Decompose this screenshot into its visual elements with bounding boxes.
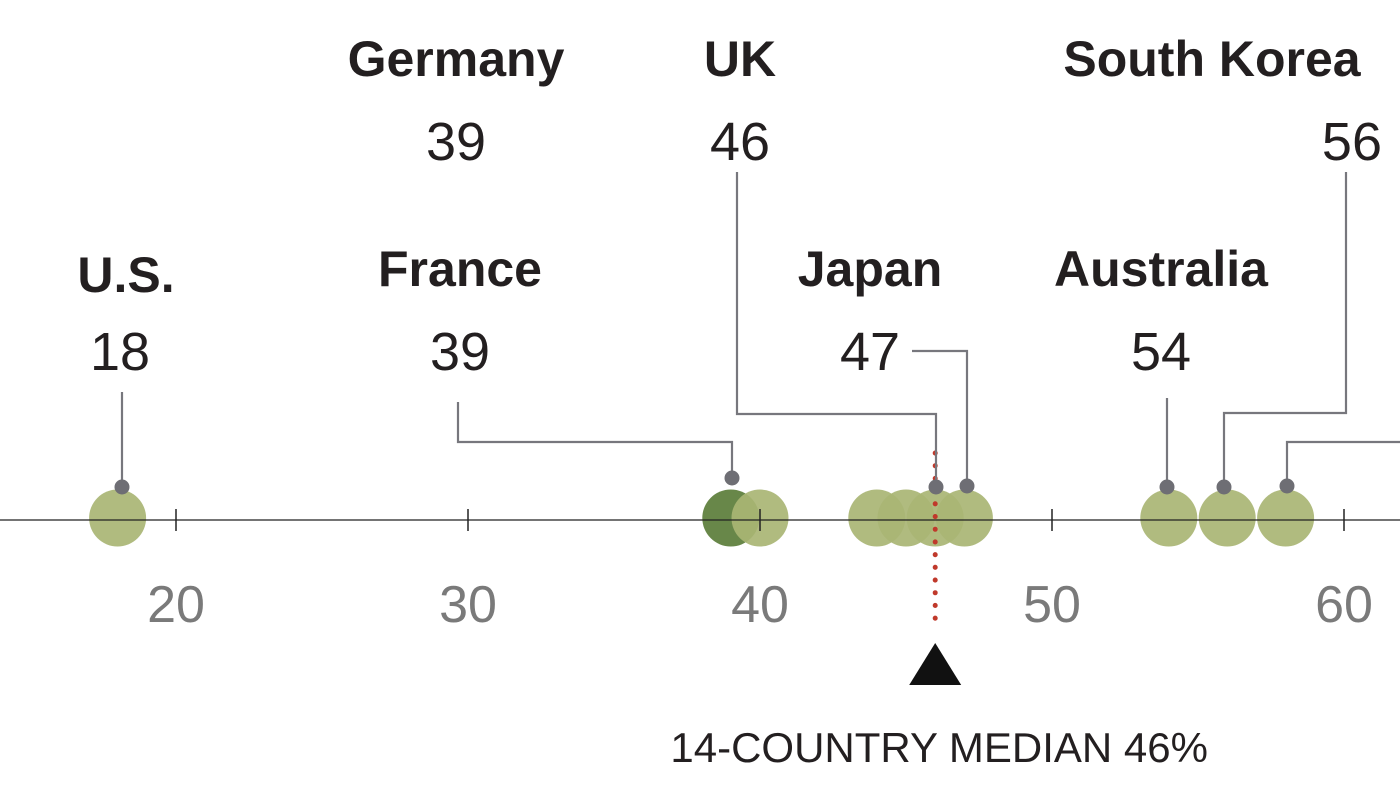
tick-label-60: 60: [1315, 576, 1373, 634]
leader-anchor-uk: [928, 479, 944, 495]
country-value-south-korea: 56: [1322, 112, 1382, 172]
leader-line-france: [456, 402, 734, 478]
data-point-9: [1257, 489, 1315, 547]
leader-anchor-south-korea: [1216, 479, 1232, 495]
country-name-japan: Japan: [798, 241, 943, 297]
leader-anchor-france: [724, 470, 740, 486]
country-name-germany: Germany: [348, 31, 565, 87]
data-point-8: [1198, 489, 1256, 547]
leader-line-uk: [735, 172, 938, 487]
country-name-south-korea: South Korea: [1063, 31, 1361, 87]
country-name-uk: UK: [704, 31, 776, 87]
tick-label-30: 30: [439, 576, 497, 634]
country-value-australia: 54: [1131, 322, 1191, 382]
country-value-japan: 47: [840, 322, 900, 382]
country-labels: U.S. 18 France 39 Germany 39 UK 46 Japan 47 Austra…: [77, 31, 1382, 382]
points-layer: [89, 489, 1315, 547]
country-name-australia: Australia: [1054, 241, 1269, 297]
country-value-u-s: 18: [90, 322, 150, 382]
x-axis: 20 30 40 50 60: [147, 509, 1373, 634]
leader-line-south-korea: [1222, 172, 1348, 487]
median-marker: 14-COUNTRY MEDIAN 46%: [670, 450, 1208, 771]
data-point-6: [935, 489, 993, 547]
median-label: 14-COUNTRY MEDIAN 46%: [670, 724, 1208, 771]
leader-line-offscreen: [1285, 440, 1400, 486]
country-name-france: France: [378, 241, 542, 297]
leader-anchor-japan: [959, 478, 975, 494]
country-value-germany: 39: [426, 112, 486, 172]
data-point-0: [89, 489, 147, 547]
data-point-7: [1140, 489, 1198, 547]
tick-label-50: 50: [1023, 576, 1081, 634]
country-value-uk: 46: [710, 112, 770, 172]
leader-anchor-australia: [1159, 479, 1175, 495]
leader-line-japan: [912, 349, 969, 486]
median-triangle-icon: [909, 643, 962, 685]
country-name-u-s: U.S.: [77, 247, 174, 303]
leader-anchor-offscreen: [1279, 478, 1295, 494]
country-value-france: 39: [430, 322, 490, 382]
leader-anchor-us: [114, 479, 130, 495]
tick-label-40: 40: [731, 576, 789, 634]
tick-label-20: 20: [147, 576, 205, 634]
leader-lines: [114, 172, 1400, 495]
